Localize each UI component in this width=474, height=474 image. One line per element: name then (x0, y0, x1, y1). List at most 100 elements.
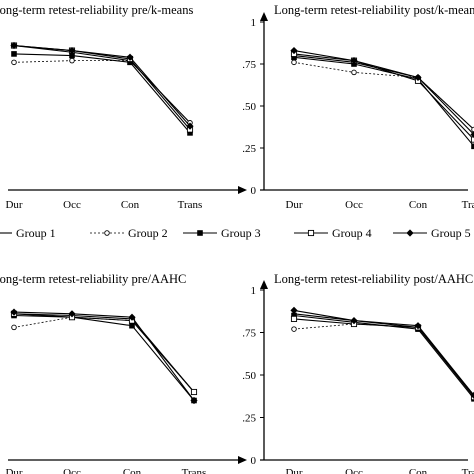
y-tick-label: .25 (242, 143, 256, 155)
chart-title: Long-term retest-reliability post/AAHC (274, 272, 473, 286)
x-tick-label: Occ (345, 199, 363, 211)
series-5 (10, 41, 194, 130)
series-3 (11, 51, 193, 136)
legend-label: Group 1 (16, 226, 56, 240)
series-3 (11, 312, 197, 404)
series-line (13, 311, 195, 401)
data-point (290, 306, 298, 314)
series-line (293, 61, 474, 130)
series-5 (10, 308, 198, 405)
chart-title: Long-term retest-reliability pre/AAHC (0, 272, 186, 286)
legend-item: Group 4 (294, 226, 372, 240)
axis-arrowhead (260, 280, 268, 289)
data-point (127, 59, 133, 66)
series-line (13, 314, 195, 401)
data-point (69, 57, 75, 64)
y-tick-label: .50 (242, 370, 256, 382)
legend-label: Group 2 (128, 226, 168, 240)
x-tick-label: Occ (345, 467, 363, 474)
y-tick-label: .25 (242, 413, 256, 425)
data-point (68, 46, 76, 55)
x-tick-label: Con (123, 467, 142, 474)
data-point (290, 46, 298, 55)
axis-arrowhead (238, 456, 247, 464)
data-point (186, 122, 194, 130)
data-point (190, 388, 198, 396)
legend-item: Group 2 (90, 226, 168, 240)
data-point (291, 54, 297, 61)
y-tick-label: 0 (251, 455, 257, 467)
chart-panel-1: Long-term retest-reliability pre/k-means… (0, 3, 247, 211)
data-point (128, 313, 136, 321)
chart-panel-3: Long-term retest-reliability pre/AAHC Dur… (0, 272, 247, 474)
axis-arrowhead (238, 186, 247, 194)
series-2 (291, 321, 474, 399)
data-point (351, 69, 357, 76)
data-point (414, 322, 422, 330)
y-tick-label: .75 (242, 59, 256, 71)
series-1 (293, 55, 474, 130)
data-point (69, 52, 75, 59)
chart-title: Long-term retest-reliability post/k-mean… (274, 3, 474, 17)
legend-item: Group 1 (0, 226, 56, 240)
legend-marker (307, 229, 315, 237)
x-tick-label: Dur (285, 199, 302, 211)
data-point (187, 130, 193, 136)
x-tick-label: Occ (63, 199, 81, 211)
x-tick-label: Dur (5, 199, 22, 211)
series-line (13, 44, 191, 127)
series-line (293, 318, 474, 398)
y-tick-label: 0 (251, 185, 257, 197)
series-line (293, 50, 474, 135)
data-point (291, 326, 297, 332)
y-tick-label: .50 (242, 101, 256, 113)
series-4 (290, 315, 474, 401)
data-point (68, 310, 76, 318)
x-tick-label: Dur (285, 467, 302, 474)
chart-panel-2: Long-term retest-reliability post/k-mean… (242, 3, 474, 211)
data-point (350, 57, 358, 65)
series-line (13, 60, 191, 124)
series-line (293, 53, 474, 140)
x-tick-label: Trans (462, 467, 474, 474)
data-point (10, 308, 18, 316)
data-point (350, 317, 358, 325)
legend-marker (104, 230, 110, 236)
series-line (293, 56, 474, 147)
legend-label: Group 3 (221, 226, 261, 240)
series-line (13, 53, 191, 134)
data-point (471, 126, 474, 133)
legend-item: Group 3 (183, 226, 261, 240)
data-point (291, 312, 297, 319)
data-point (471, 143, 474, 150)
x-tick-label: Occ (63, 467, 81, 474)
chart-panel-4: Long-term retest-reliability post/AAHC 0.… (242, 272, 474, 474)
legend-label: Group 5 (431, 226, 471, 240)
data-point (10, 41, 18, 50)
series-line (13, 44, 191, 130)
y-tick-label: 1 (251, 285, 257, 297)
series-line (13, 44, 191, 124)
legend-marker (197, 230, 203, 236)
x-tick-label: Trans (178, 199, 203, 211)
series-2 (11, 57, 193, 126)
data-point (11, 59, 17, 66)
series-line (13, 316, 195, 393)
x-tick-label: Con (409, 199, 428, 211)
series-line (293, 323, 474, 396)
data-point (470, 130, 474, 139)
chart-title: Long-term retest-reliability pre/k-means (0, 3, 193, 17)
series-5 (290, 46, 474, 139)
series-4 (290, 50, 474, 143)
y-tick-label: .75 (242, 328, 256, 340)
data-point (190, 396, 198, 405)
series-5 (290, 306, 474, 399)
series-1 (13, 313, 195, 393)
series-2 (11, 314, 197, 395)
data-point (291, 59, 297, 66)
x-tick-label: Trans (182, 467, 207, 474)
x-tick-label: Dur (5, 467, 22, 474)
y-tick-label: 1 (251, 17, 257, 29)
legend-label: Group 4 (332, 226, 372, 240)
